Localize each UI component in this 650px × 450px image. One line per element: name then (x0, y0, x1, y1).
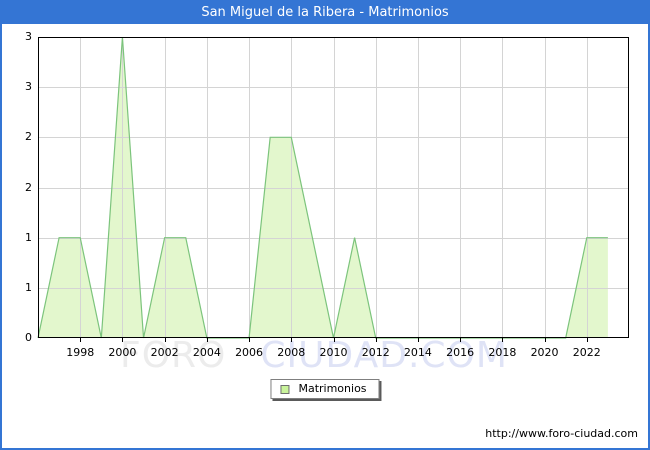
legend-swatch-icon (280, 384, 290, 394)
chart-title: San Miguel de la Ribera - Matrimonios (2, 2, 648, 24)
watermark-right: CIUDAD.COM (260, 335, 508, 376)
site-url[interactable]: http://www.foro-ciudad.com (485, 427, 638, 440)
legend-label: Matrimonios (298, 382, 367, 395)
y-tick-label: 1 (25, 280, 32, 294)
y-tick-label: 3 (25, 80, 32, 94)
x-tick-label: 2022 (572, 346, 601, 359)
x-tick-label: 2010 (319, 346, 348, 359)
x-tick-label: 2012 (361, 346, 390, 359)
x-tick-label: 2014 (403, 346, 432, 359)
y-tick-label: 2 (25, 180, 32, 194)
y-tick-label: 0 (25, 331, 32, 344)
x-tick-label: 2018 (488, 346, 517, 359)
x-tick-label: 2002 (150, 346, 179, 359)
x-tick-label: 2006 (235, 346, 264, 359)
area-chart (37, 36, 629, 342)
y-tick-label: 1 (25, 230, 32, 244)
plot-border (38, 37, 629, 338)
legend[interactable]: Matrimonios (270, 379, 380, 399)
y-tick-label: 2 (25, 130, 32, 144)
x-tick-label: 2004 (192, 346, 221, 359)
series-area-fill (38, 37, 608, 338)
y-tick-label: 3 (25, 30, 32, 43)
x-tick-label: 2008 (277, 346, 306, 359)
plot-area (37, 36, 629, 347)
x-tick-label: 2020 (530, 346, 559, 359)
x-tick-label: 2000 (108, 346, 137, 359)
x-tick-label: 2016 (446, 346, 475, 359)
x-tick-label: 1998 (66, 346, 95, 359)
